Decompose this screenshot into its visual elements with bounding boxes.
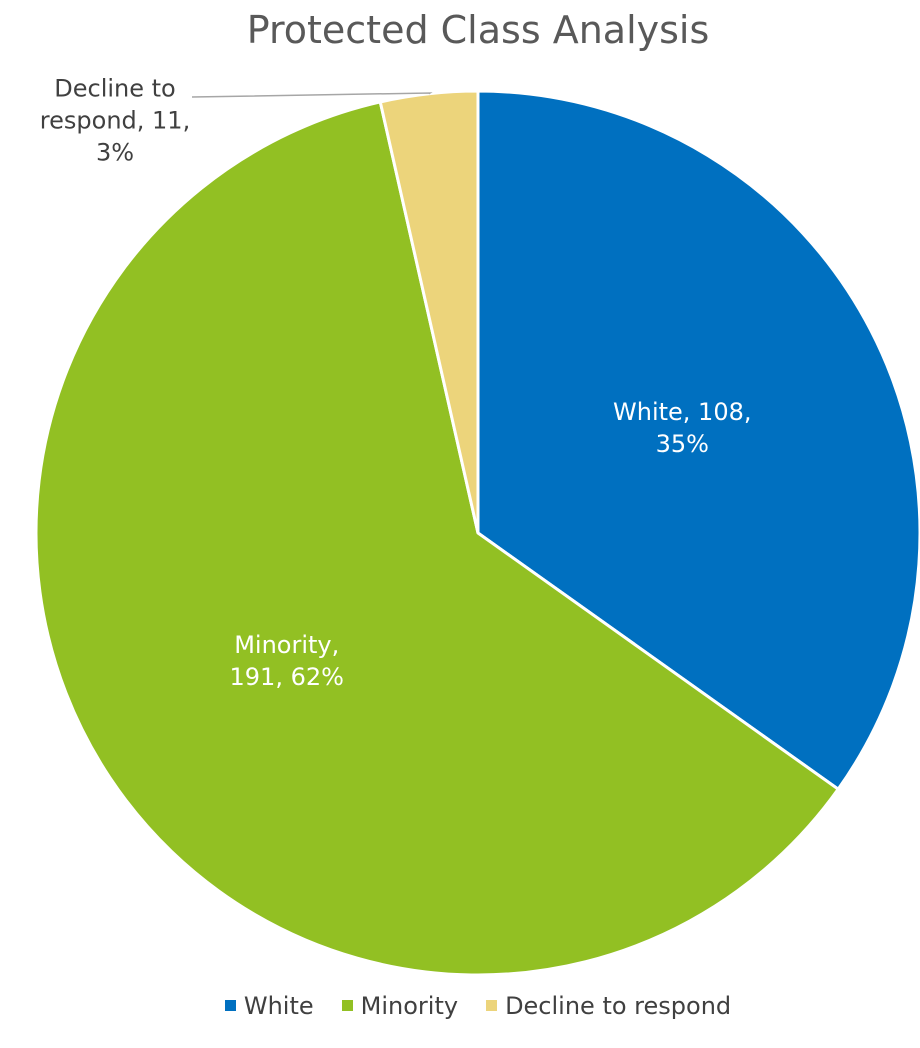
pie-slice-white [476, 89, 920, 792]
legend: White Minority Decline to respond [0, 992, 920, 1020]
legend-swatch-minority [341, 1000, 353, 1011]
legend-swatch-decline-to-respond [486, 1000, 498, 1011]
legend-item-white: White [224, 992, 314, 1020]
chart-title: Protected Class Analysis [246, 8, 710, 52]
legend-swatch-white [224, 1000, 236, 1011]
data-label-white: White, 108, 35% [613, 398, 751, 458]
legend-label-minority: Minority [360, 992, 459, 1020]
pie-slice-minority [34, 100, 841, 977]
data-label-decline-to-respond: Decline to respond, 11, 3% [40, 74, 190, 166]
leader-line-decline-to-respond [191, 92, 433, 98]
legend-label-decline-to-respond: Decline to respond [505, 992, 732, 1020]
data-label-minority: Minority, 191, 62% [230, 631, 344, 691]
legend-item-decline-to-respond: Decline to respond [486, 992, 731, 1020]
legend-label-white: White [243, 992, 314, 1020]
legend-item-minority: Minority [341, 992, 459, 1020]
